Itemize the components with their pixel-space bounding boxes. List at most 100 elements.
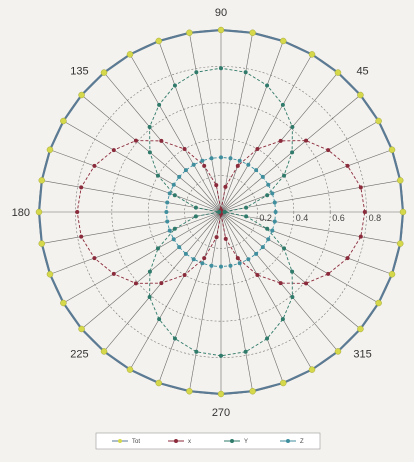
series-point-y [157,317,162,322]
series-point-tot [155,37,163,45]
series-point-x [235,256,240,261]
series-point-x [133,281,138,286]
series-point-y [194,70,199,75]
series-point-z [209,263,214,268]
grid-spoke [220,211,379,304]
radial-tick-label: 0.4 [296,213,309,223]
grid-spoke [158,211,222,384]
series-point-z [246,257,251,262]
series-point-x [133,138,138,143]
series-point-z [266,182,271,187]
series-point-tot [100,348,108,355]
grid-ring [184,175,258,249]
series-point-x [304,281,309,286]
series-point-y [219,353,223,358]
series-point-z [237,158,242,163]
series-point-y [217,210,222,214]
grid-spoke [189,211,222,392]
series-point-tot [78,91,85,99]
grid-spoke [63,211,222,304]
series-point-x [159,138,164,143]
series-point-y [280,317,285,322]
series-point-tot [308,366,316,373]
series-point-z [165,219,170,224]
series-point-y [280,102,285,107]
series-point-y [290,150,295,155]
series-point-x [345,256,350,261]
radial-tick-label: 0.2 [259,213,272,223]
series-point-x [223,236,228,241]
series-point-x [214,183,219,188]
grid-spoke [49,149,222,213]
series-point-z [164,210,169,214]
series-point-y [243,70,248,75]
angle-label: 135 [70,65,88,77]
grid-spoke [220,54,313,213]
series-point-x [75,210,80,214]
series-point-y [172,193,177,198]
series-point-y [243,349,248,354]
series-point-y [282,173,287,178]
legend-swatch-marker [174,439,178,443]
series-point-tot [100,69,108,76]
series-point-y [172,83,177,88]
series-point-tot [35,208,43,216]
series-point-z [260,174,265,179]
series-point-z [270,228,275,233]
series-point-z [209,156,214,161]
series-point-z [254,251,259,256]
series-point-tot [249,29,256,37]
grid-ring [147,138,295,286]
grid-spoke [220,40,284,213]
angle-label: 180 [12,207,30,219]
series-point-tot [217,26,225,34]
legend-swatch-marker [230,439,234,443]
series-point-z [183,168,188,173]
series-point-y [172,226,177,231]
legend-swatch-marker [118,439,122,443]
series-point-tot [126,366,134,373]
series-point-tot [279,379,287,387]
series-point-tot [217,390,225,398]
series-point-y [265,336,270,341]
series-point-tot [38,240,46,247]
series-point-tot [60,117,67,125]
series-point-z [228,156,233,161]
series-point-z [270,191,275,196]
series-point-y [147,269,152,274]
grid-spoke [189,32,222,213]
series-point-y [222,210,227,214]
series-point-x [255,273,260,278]
series-point-z [260,245,265,250]
series-point-tot [78,325,85,333]
series-point-y [265,226,270,231]
legend-label: Tot [132,439,140,445]
series-point-tot [399,208,407,216]
legend-swatch-marker [286,439,290,443]
series-point-x [235,163,240,168]
legend-box [95,432,321,450]
series-point-y [219,66,223,71]
legend: Tot x Y Z [95,432,321,450]
angle-label: 315 [353,349,371,361]
series-point-z [200,261,205,266]
series-point-y [194,349,199,354]
series-point-x [92,163,97,168]
series-point-z [167,228,172,233]
series-point-x [159,281,164,286]
series-point-tot [388,270,396,278]
series-point-tot [60,299,67,307]
series-point-x [358,185,363,190]
series-point-x [362,210,367,214]
radial-tick-label: 0.6 [332,213,345,223]
grid-ring [111,102,331,322]
series-point-z [254,168,259,173]
series-point-tot [186,29,193,37]
series-point-y [147,150,152,155]
series-point-z [183,251,188,256]
series-point-y [155,246,160,251]
series-point-tot [357,91,364,99]
series-point-z [219,264,223,269]
grid-spoke [220,180,401,213]
